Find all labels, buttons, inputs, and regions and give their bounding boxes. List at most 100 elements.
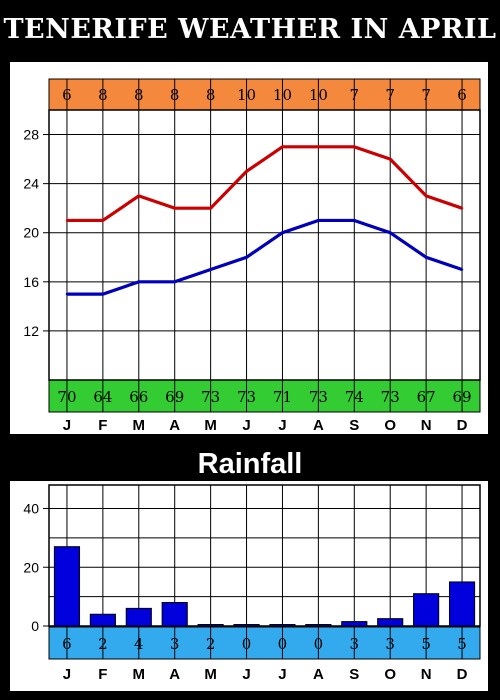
data-point bbox=[424, 256, 428, 259]
month-label: D bbox=[457, 417, 468, 434]
humidity-value: 64 bbox=[93, 388, 112, 406]
data-point bbox=[389, 231, 392, 234]
rain-days-value: 0 bbox=[314, 635, 324, 653]
y-tick-label: 28 bbox=[23, 127, 39, 143]
humidity-value: 71 bbox=[273, 388, 292, 406]
page-title: TENERIFE WEATHER IN APRIL bbox=[3, 14, 497, 45]
humidity-value: 73 bbox=[309, 388, 328, 406]
rainfall-bar bbox=[377, 618, 404, 627]
month-label: M bbox=[204, 417, 217, 434]
data-point bbox=[353, 145, 356, 149]
rain-days-value: 2 bbox=[98, 635, 108, 653]
rainfall-bar bbox=[341, 621, 368, 627]
humidity-band bbox=[48, 379, 481, 413]
month-label: J bbox=[278, 666, 286, 683]
temperature-chart-panel: 12 16 20 24 28 6 8 8 8 8 10 10 10 7 7 7 6 70 64 66 69 73 73 71 7… bbox=[10, 62, 488, 434]
humidity-value: 69 bbox=[452, 388, 471, 406]
rainfall-title: Rainfall bbox=[197, 448, 303, 480]
humidity-value: 69 bbox=[165, 388, 184, 406]
month-label: N bbox=[421, 417, 432, 434]
month-label: F bbox=[98, 666, 107, 683]
data-point bbox=[101, 219, 105, 222]
sunshine-value: 10 bbox=[273, 86, 292, 104]
month-label: J bbox=[63, 417, 71, 434]
y-tick-label: 20 bbox=[23, 559, 39, 575]
humidity-value: 73 bbox=[381, 388, 400, 406]
data-point bbox=[317, 145, 320, 149]
data-point bbox=[353, 219, 356, 222]
month-label: N bbox=[421, 666, 432, 683]
rain-days-value: 3 bbox=[350, 635, 360, 653]
data-point bbox=[209, 206, 212, 210]
data-point bbox=[281, 231, 284, 234]
rain-days-value: 3 bbox=[170, 635, 180, 653]
month-label: J bbox=[278, 417, 286, 434]
sunshine-value: 8 bbox=[98, 86, 108, 104]
month-label: M bbox=[204, 666, 217, 683]
data-point bbox=[389, 157, 392, 161]
month-label: A bbox=[169, 417, 180, 434]
rainfall-bar bbox=[89, 613, 116, 627]
rain-days-band bbox=[48, 626, 481, 660]
month-label: O bbox=[384, 417, 396, 434]
data-point bbox=[137, 280, 140, 284]
y-tick-label: 0 bbox=[31, 618, 39, 634]
rainfall-bar bbox=[125, 607, 152, 627]
month-label: M bbox=[133, 417, 146, 434]
data-point bbox=[245, 256, 248, 259]
rainfall-bar bbox=[161, 602, 188, 627]
rainfall-bar bbox=[269, 624, 296, 627]
sunshine-value: 6 bbox=[457, 86, 467, 104]
sunshine-value: 8 bbox=[170, 86, 180, 104]
rainfall-bar bbox=[197, 624, 224, 627]
sunshine-value: 10 bbox=[237, 86, 256, 104]
sunshine-value: 7 bbox=[385, 86, 395, 104]
y-tick-label: 16 bbox=[23, 274, 39, 290]
data-point bbox=[460, 268, 464, 271]
rainfall-bar bbox=[305, 624, 332, 627]
sunshine-value: 6 bbox=[62, 86, 72, 104]
data-point bbox=[245, 170, 248, 173]
rainfall-bar bbox=[233, 624, 260, 627]
rainfall-bar bbox=[413, 593, 440, 627]
sunshine-band bbox=[48, 78, 481, 111]
data-point bbox=[460, 206, 464, 210]
month-label: J bbox=[242, 666, 250, 683]
rain-days-value: 3 bbox=[385, 635, 395, 653]
rain-days-value: 0 bbox=[242, 635, 252, 653]
humidity-value: 70 bbox=[57, 388, 76, 406]
humidity-value: 73 bbox=[237, 388, 256, 406]
month-label: A bbox=[313, 417, 324, 434]
month-label: S bbox=[349, 417, 359, 434]
rain-days-value: 5 bbox=[421, 635, 431, 653]
rain-days-value: 4 bbox=[134, 635, 144, 653]
rainfall-bar bbox=[53, 546, 81, 627]
data-point bbox=[317, 219, 320, 222]
data-point bbox=[65, 292, 69, 296]
rain-days-value: 0 bbox=[278, 635, 288, 653]
data-point bbox=[424, 194, 428, 198]
sunshine-value: 7 bbox=[421, 86, 431, 104]
data-point bbox=[65, 219, 69, 222]
humidity-value: 66 bbox=[129, 388, 148, 406]
rain-days-value: 6 bbox=[62, 635, 72, 653]
sunshine-value: 10 bbox=[309, 86, 328, 104]
month-label: A bbox=[313, 666, 324, 683]
y-tick-label: 40 bbox=[23, 501, 39, 517]
plot-frame bbox=[48, 484, 481, 627]
y-tick-label: 12 bbox=[23, 323, 39, 339]
y-tick-label: 24 bbox=[23, 176, 39, 192]
sunshine-value: 8 bbox=[206, 86, 216, 104]
data-point bbox=[101, 292, 105, 296]
rainfall-chart-panel: 0 20 40 6 2 4 3 2 0 0 0 3 3 5 5 J F M A M J J A S O N D bbox=[10, 481, 488, 691]
humidity-value: 67 bbox=[417, 388, 436, 406]
data-point bbox=[173, 280, 176, 284]
month-label: A bbox=[169, 666, 180, 683]
plot-frame bbox=[48, 109, 481, 381]
rainfall-bar bbox=[448, 581, 476, 627]
sunshine-value: 8 bbox=[134, 86, 144, 104]
data-point bbox=[209, 268, 212, 271]
month-label: D bbox=[457, 666, 468, 683]
